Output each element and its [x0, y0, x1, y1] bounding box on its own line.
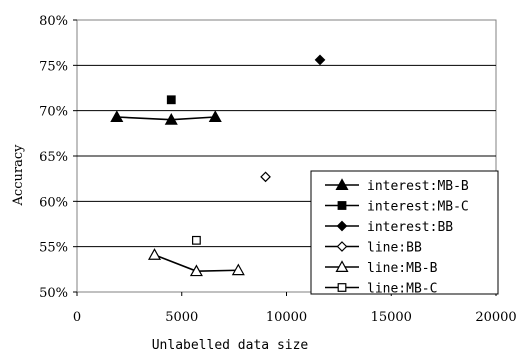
y-tick-label: 50%: [39, 286, 68, 301]
x-axis-title: Unlabelled data size: [152, 338, 309, 353]
legend-label: line:MB-C: [367, 282, 437, 297]
legend-marker: [338, 202, 346, 210]
y-axis-title: Accuracy: [11, 144, 26, 207]
y-tick-label: 65%: [39, 150, 68, 165]
y-tick-label: 80%: [39, 14, 68, 29]
series-6: [193, 237, 201, 245]
y-tick-label: 75%: [39, 59, 68, 74]
x-tick-label: 15000: [371, 310, 412, 325]
data-point: [193, 237, 201, 245]
x-tick-label: 10000: [266, 310, 307, 325]
y-tick-label: 70%: [39, 105, 68, 120]
legend-label: interest:BB: [367, 220, 453, 235]
legend-label: line:BB: [367, 241, 422, 256]
x-tick-label: 5000: [165, 310, 198, 325]
legend: interest:MB-B interest:MB-C interest:BB lin…: [311, 171, 498, 297]
y-tick-labels: 50% 55% 60% 65% 70% 75% 80%: [39, 14, 68, 301]
x-tick-label: 0: [73, 310, 81, 325]
legend-label: interest:MB-B: [367, 179, 469, 194]
legend-label: interest:MB-C: [367, 200, 469, 215]
x-tick-labels: 0 5000 10000 15000 20000: [73, 310, 517, 325]
y-tick-label: 60%: [39, 195, 68, 210]
series-2: [167, 96, 175, 104]
y-tick-label: 55%: [39, 241, 68, 256]
x-tick-label: 20000: [475, 310, 516, 325]
legend-label: line:MB-B: [367, 261, 438, 276]
data-point: [167, 96, 175, 104]
legend-marker: [338, 284, 346, 292]
